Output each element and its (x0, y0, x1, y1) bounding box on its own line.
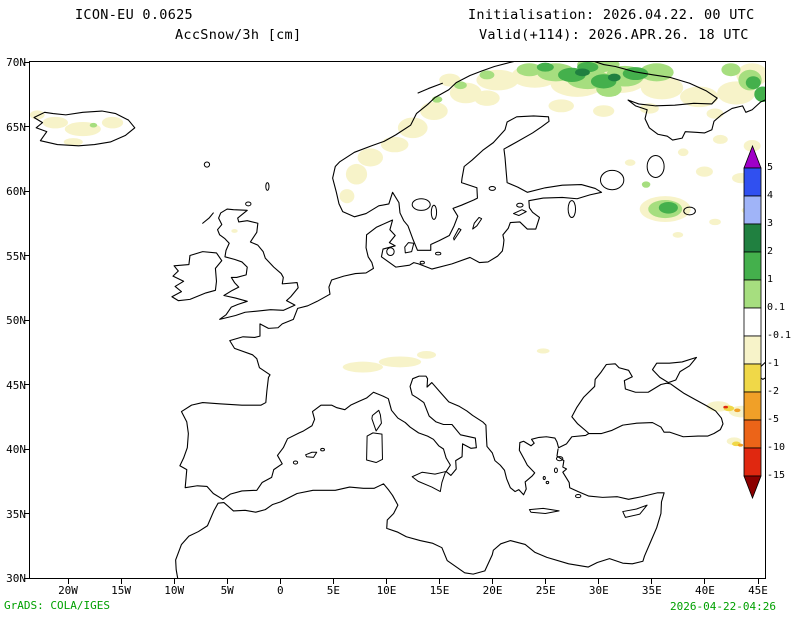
x-axis-label: 25E (535, 584, 556, 597)
coastlines (34, 62, 765, 578)
x-axis-label: 0 (276, 584, 284, 597)
coastline-hebrides (203, 213, 214, 223)
island-corsica (372, 410, 382, 431)
coastline-lofoten (418, 83, 442, 93)
x-axis-tick (332, 579, 334, 584)
island-naxos (546, 481, 549, 483)
x-axis-tick (226, 579, 228, 584)
colorbar-level-label: 2 (767, 246, 774, 257)
island-faroe (204, 162, 209, 167)
colorbar-level-label: 5 (767, 162, 774, 173)
y-axis-label: 60N (6, 185, 26, 198)
coastline-atlantic-baltic-scandinavia (180, 62, 602, 499)
grads-stamp: GrADS: COLA/IGES (4, 599, 110, 612)
x-axis-label: 20W (58, 584, 78, 597)
island-zealand (405, 243, 414, 253)
lakes (412, 156, 695, 220)
x-axis-tick (704, 579, 706, 584)
island-orkney (246, 202, 251, 206)
x-axis-label: 40E (694, 584, 715, 597)
x-axis-tick (279, 579, 281, 584)
x-axis-label: 20E (482, 584, 503, 597)
x-axis-label: 5E (326, 584, 341, 597)
coastline-great-britain (218, 209, 299, 319)
y-axis-label: 35N (6, 507, 26, 521)
x-axis-tick (545, 579, 547, 584)
field-title: AccSnow/3h [cm] (175, 27, 302, 43)
colorbar-level-label: -10 (767, 442, 786, 453)
island-andros (543, 476, 545, 479)
colorbar-level-label: -0.1 (767, 330, 792, 341)
island-oland (454, 228, 461, 240)
island-ibiza (293, 461, 297, 464)
europe-map (30, 62, 765, 578)
coastline-azov-sea (652, 357, 696, 382)
colorbar-level-label: -5 (767, 414, 780, 425)
colorbar-level-label: -1 (767, 358, 780, 369)
colorbar-legend: 5 4 3 2 1 0.1 -0.1 -1 -2 -5 -10 -15 (743, 144, 800, 555)
colorbar-level-label: 3 (767, 218, 774, 229)
y-axis-label: 65N (6, 120, 26, 134)
island-mallorca (306, 452, 317, 457)
x-axis-label: 10E (376, 584, 397, 597)
x-axis-tick (598, 579, 600, 584)
y-axis-label: 55N (6, 249, 26, 263)
y-axis-label: 70N (6, 56, 26, 69)
x-axis-tick (439, 579, 440, 584)
colorbar-level-label: 0.1 (767, 302, 786, 313)
island-crete (529, 508, 559, 513)
y-axis-label: 40N (6, 443, 26, 456)
colorbar-level-label: -2 (767, 386, 780, 397)
x-axis-label: 30E (588, 584, 609, 597)
colorbar-gradient (743, 144, 762, 500)
x-axis-tick (120, 579, 122, 584)
island-sardinia (367, 433, 383, 463)
island-ruegen (420, 261, 424, 264)
coastline-iceland (34, 111, 135, 146)
island-cyprus (623, 505, 647, 517)
island-sicily (412, 472, 445, 492)
x-axis-label: 5W (220, 584, 234, 597)
colorbar-level-label: 1 (767, 274, 774, 285)
x-axis-tick (386, 579, 387, 584)
y-axis-label: 45N (6, 378, 26, 392)
snow-accumulation-patches (30, 62, 765, 449)
x-axis-tick (67, 579, 69, 584)
island-aland (489, 186, 495, 190)
y-axis-label: 30N (6, 572, 26, 585)
valid-time: Valid(+114): 2026.APR.26. 18 UTC (479, 27, 749, 43)
x-axis-label: 45E (748, 584, 768, 597)
y-axis-label: 50N (6, 314, 26, 327)
island-funen (387, 248, 394, 256)
init-time: Initialisation: 2026.04.22. 00 UTC (468, 7, 755, 23)
coastline-kola-whitesea (594, 62, 765, 140)
x-axis-label: 10W (164, 584, 185, 597)
x-axis-tick (173, 579, 175, 584)
island-hiiumaa (517, 203, 523, 207)
island-saaremaa (513, 210, 526, 216)
island-chios (554, 468, 557, 473)
model-title: ICON-EU 0.0625 (75, 7, 193, 23)
island-bornholm (436, 252, 441, 255)
coastline-ireland (172, 252, 222, 301)
island-rhodes (576, 495, 581, 498)
x-axis-label: 15E (429, 584, 450, 597)
islands (204, 162, 647, 517)
creation-timestamp: 2026-04-22-04:26 (670, 600, 776, 613)
island-gotland (473, 217, 482, 229)
map-plot-area (29, 61, 766, 579)
colorbar-level-label: -15 (767, 470, 786, 481)
x-axis-label: 35E (641, 584, 662, 597)
coastline-mediterranean-blacksea (223, 364, 723, 499)
coastline-turkey-northafrica (176, 449, 664, 578)
x-axis-tick (492, 579, 494, 584)
x-axis-label: 15W (111, 584, 132, 597)
x-axis-tick (757, 579, 759, 584)
island-menorca (321, 448, 325, 451)
island-lesbos (556, 457, 562, 461)
island-shetland (266, 183, 269, 191)
x-axis-tick (651, 579, 653, 584)
colorbar-level-label: 4 (767, 190, 774, 201)
